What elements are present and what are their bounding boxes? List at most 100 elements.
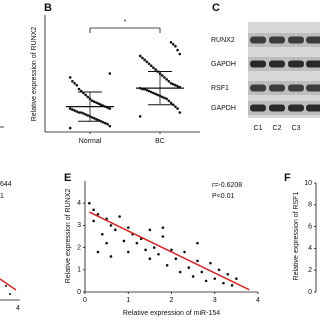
data-point xyxy=(71,108,74,111)
data-point xyxy=(126,226,130,229)
data-point xyxy=(138,115,142,118)
data-point xyxy=(222,281,225,285)
data-point xyxy=(73,109,76,112)
data-point xyxy=(170,248,173,252)
blot-row-label: GAPDH xyxy=(211,105,236,112)
data-point xyxy=(167,80,171,83)
data-point xyxy=(196,259,199,263)
data-point xyxy=(68,76,72,79)
data-point xyxy=(209,261,212,265)
blot-band xyxy=(250,60,266,68)
lane-label: C1 xyxy=(254,125,263,132)
blot-band xyxy=(288,84,304,92)
data-point xyxy=(144,248,147,252)
data-point xyxy=(169,41,173,44)
fragment-text: 644 xyxy=(0,181,12,188)
blot-row-label: GAPDH xyxy=(211,61,236,68)
data-point xyxy=(86,114,90,117)
x-tick-label: 4 xyxy=(16,305,20,312)
x-tick-label: 3 xyxy=(213,297,217,304)
y-tick-label: 0 xyxy=(77,289,81,296)
data-point xyxy=(143,58,146,62)
y-axis-label: Relative expression of RSF1 xyxy=(293,192,300,281)
y-tick-label: 3 xyxy=(77,222,81,229)
data-point xyxy=(149,90,153,94)
lane-label: C2 xyxy=(273,125,282,132)
data-point xyxy=(141,56,144,60)
blot-band xyxy=(306,84,320,92)
data-point xyxy=(82,112,85,115)
data-point xyxy=(108,124,112,128)
data-point xyxy=(149,64,153,67)
data-point xyxy=(105,241,108,245)
data-point xyxy=(147,89,151,93)
data-point xyxy=(176,84,179,88)
data-point xyxy=(156,93,160,97)
y-tick-label: 4 xyxy=(308,245,312,252)
y-axis-label: Relative expression of RUNX2 xyxy=(65,189,72,284)
x-tick-label: 4 xyxy=(256,297,260,304)
data-point xyxy=(154,68,157,71)
data-point xyxy=(75,83,79,87)
data-point xyxy=(176,107,179,110)
x-tick-label: 0 xyxy=(83,297,87,304)
data-point xyxy=(84,113,87,116)
data-point xyxy=(191,275,195,278)
data-point xyxy=(178,111,182,114)
data-point xyxy=(157,252,160,256)
fit-line-fragment xyxy=(0,278,17,291)
data-point xyxy=(96,213,100,216)
data-point xyxy=(77,87,81,91)
data-point xyxy=(200,270,204,274)
data-point xyxy=(204,279,208,283)
blot-row-label: RSF1 xyxy=(211,85,229,92)
data-point xyxy=(97,102,101,106)
data-point xyxy=(169,81,173,85)
data-point xyxy=(161,226,165,229)
y-tick-label: 2 xyxy=(308,267,312,274)
data-point xyxy=(90,116,94,119)
data-point xyxy=(160,74,164,77)
data-point xyxy=(163,96,166,100)
dot-fragment xyxy=(9,293,11,295)
data-point xyxy=(163,76,166,79)
data-point xyxy=(174,83,177,87)
x-axis-label: Relative expression of miR-154 xyxy=(123,310,220,317)
category-label: BC xyxy=(155,138,165,145)
data-point xyxy=(79,111,83,114)
blot-band xyxy=(250,36,266,44)
data-point xyxy=(104,121,107,125)
data-point xyxy=(93,100,96,104)
data-point xyxy=(126,250,130,254)
data-point xyxy=(169,101,173,105)
data-point xyxy=(93,117,96,120)
data-point xyxy=(165,97,168,101)
blot-band xyxy=(306,36,320,44)
blot-band xyxy=(269,104,285,112)
data-point xyxy=(152,91,155,95)
data-point xyxy=(77,111,81,114)
blot-band xyxy=(250,104,266,112)
data-point xyxy=(174,257,178,261)
data-point xyxy=(75,110,79,113)
data-point xyxy=(113,228,117,232)
data-point xyxy=(230,284,234,287)
panel-label: B xyxy=(44,2,52,14)
blot-row-label: RUNX2 xyxy=(211,37,235,44)
data-point xyxy=(148,257,152,261)
annotation: P<0.01 xyxy=(212,193,234,200)
data-point xyxy=(154,92,157,96)
data-point xyxy=(152,246,156,249)
data-point xyxy=(174,44,177,48)
data-point xyxy=(178,52,182,56)
data-point xyxy=(145,60,149,64)
data-point xyxy=(68,107,72,110)
data-point xyxy=(73,81,76,85)
x-tick-label: 2 xyxy=(170,297,174,304)
data-point xyxy=(88,201,91,205)
blot-band xyxy=(306,60,320,68)
y-tick-label: 2 xyxy=(77,244,81,251)
data-point xyxy=(108,107,112,110)
data-point xyxy=(122,239,126,243)
